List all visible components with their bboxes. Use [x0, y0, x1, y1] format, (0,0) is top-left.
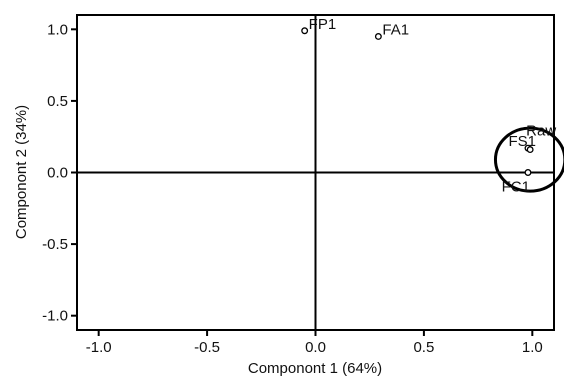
y-tick-label: 0.0	[47, 165, 68, 182]
data-point-fc1	[524, 169, 532, 176]
y-tick-label: -0.5	[42, 236, 68, 253]
data-points	[301, 27, 534, 176]
y-axis-ticks: -1.0 -0.5 0.0 0.5 1.0	[42, 21, 77, 325]
point-label-raw: Raw	[526, 123, 556, 140]
x-tick-label: -1.0	[86, 339, 112, 356]
x-axis-ticks: -1.0 -0.5 0.0 0.5 1.0	[86, 330, 543, 356]
data-point-raw	[526, 146, 534, 154]
y-tick-label: 0.5	[47, 93, 68, 110]
point-label-fs1: FS1	[508, 133, 536, 150]
x-axis-title: Componont 1 (64%)	[248, 360, 382, 376]
x-tick-label: 0.0	[305, 339, 326, 356]
cluster-ellipse	[493, 126, 564, 193]
point-label-fa1: FA1	[382, 21, 409, 38]
point-label-fc1: FC1	[502, 179, 530, 196]
y-tick-label: 1.0	[47, 21, 68, 38]
y-axis-title: Componont 2 (34%)	[13, 105, 30, 239]
data-point-fa1	[374, 33, 382, 40]
point-label-fp1: FP1	[309, 16, 337, 33]
data-point-fp1	[301, 27, 309, 35]
x-tick-label: -0.5	[194, 339, 220, 356]
x-tick-label: 0.5	[413, 339, 434, 356]
y-tick-label: -1.0	[42, 308, 68, 325]
x-tick-label: 1.0	[522, 339, 543, 356]
